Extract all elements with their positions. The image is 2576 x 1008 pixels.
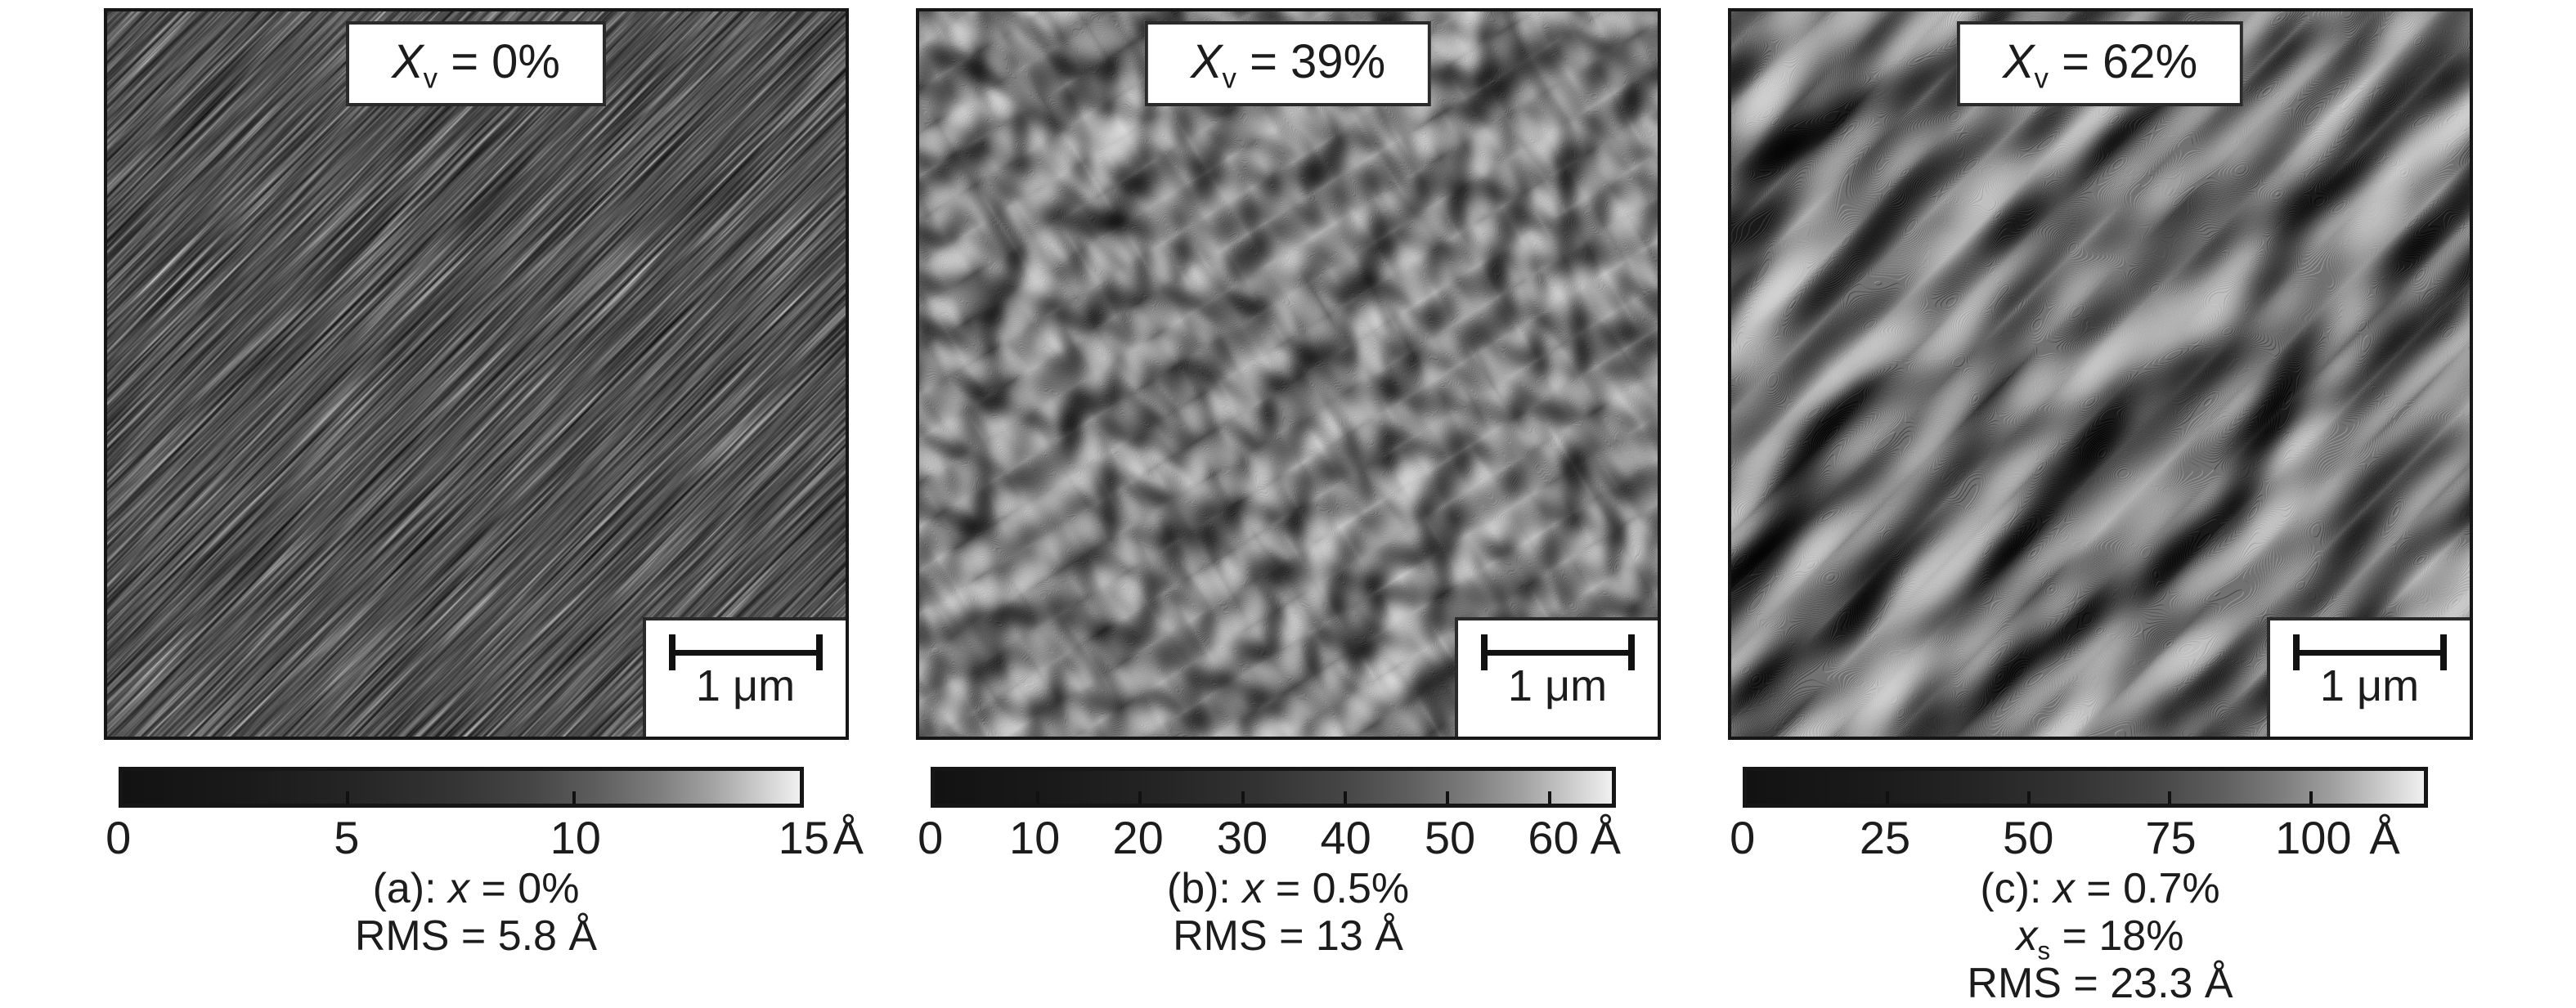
colorbar-tick-mark [1138,791,1142,804]
text-segment: x [2053,865,2075,912]
scale-bar-box: 1 μm [2266,617,2470,737]
colorbar-tick-label: 0 [105,812,132,863]
colorbar-tick-mark [1035,791,1039,804]
text-segment: x [2016,912,2038,961]
text-segment: (b): [1166,865,1243,912]
scale-bar-line [669,649,822,656]
text-segment: X [391,35,424,88]
colorbar-tick-mark [572,791,577,804]
colorbar-tick-labels: 0 25 50 75 100 Å [1730,808,2428,863]
colorbar-gradient [1742,767,2428,808]
text-segment: X [1190,35,1223,88]
text-segment: = 39% [1236,35,1386,88]
text-segment: (a): [372,865,449,912]
colorbar-tick-mark [1241,791,1245,804]
caption-line: RMS = 13 Å [916,912,1661,960]
afm-image-b [918,11,1658,737]
afm-micrograph-b: Xv = 39% 1 μm [915,8,1661,740]
panel-a: Xv = 0% 1 μm 0 5 10 15 Å (a): x = 0% RMS = 5.… [103,8,864,1008]
composition-label: Xv = 62% [1956,21,2244,106]
composition-label: Xv = 0% [345,21,607,106]
caption-line: (c): x = 0.7% [1728,865,2473,912]
text-segment: v [423,62,438,95]
colorbar-tick-mark [2309,791,2313,804]
colorbar-tick-mark [1885,791,1889,804]
text-segment: = 18% [2050,912,2184,961]
colorbar-tick-label: 20 [1112,812,1164,863]
text-segment: RMS = 13 Å [1173,912,1403,961]
text-segment: RMS = 5.8 Å [354,912,598,961]
colorbar-tick-mark [1548,791,1552,804]
colorbar-tick-mark [2168,791,2172,804]
scale-bar-label: 1 μm [1507,661,1608,710]
panel-b: Xv = 39% 1 μm 0 10 20 30 40 50 60 Å (b): x = 0.… [915,8,1661,1008]
scale-bar-box: 1 μm [642,617,846,737]
colorbar: 0 5 10 15 Å [105,767,864,863]
afm-micrograph-c: Xv = 62% 1 μm [1727,8,2473,740]
colorbar: 0 10 20 30 40 50 60 Å [918,767,1621,863]
colorbar-tick-mark [1446,791,1450,804]
colorbar-tick-mark [1343,791,1347,804]
colorbar-tick-label: 15 [778,812,829,863]
colorbar-tick-label: 40 [1320,812,1371,863]
text-segment: x [1242,865,1264,912]
colorbar-tick-label: 100 [2275,812,2352,863]
colorbar-gradient [118,767,804,808]
caption-line: RMS = 5.8 Å [104,912,849,960]
scale-bar-line [1481,649,1634,656]
caption-line: (b): x = 0.5% [916,865,1661,912]
text-segment: s [2037,936,2051,965]
colorbar: 0 25 50 75 100 Å [1730,767,2428,863]
text-segment: = 0% [438,35,561,88]
text-segment: (c): [1980,865,2053,912]
scale-bar-box: 1 μm [1454,617,1658,737]
colorbar-tick-label: Å [1590,812,1621,863]
text-segment: x [448,865,470,912]
colorbar-tick-labels: 0 5 10 15 Å [105,808,864,863]
colorbar-tick-label: Å [832,812,864,863]
text-segment: v [2034,62,2049,95]
text-segment: = 0.5% [1263,865,1410,912]
text-segment: = 62% [2048,35,2198,88]
colorbar-tick-label: 30 [1216,812,1268,863]
colorbar-tick-mark [2027,791,2031,804]
scale-bar-line [2293,649,2446,656]
colorbar-tick-label: 50 [1424,812,1476,863]
scale-bar-label: 1 μm [2319,661,2420,710]
colorbar-tick-label: 0 [1730,812,1756,863]
colorbar-tick-label: 0 [918,812,944,863]
colorbar-gradient [930,767,1616,808]
caption: (a): x = 0% RMS = 5.8 Å [104,865,849,960]
colorbar-tick-label: 75 [2145,812,2197,863]
afm-image-a [106,11,846,737]
panel-c: Xv = 62% 1 μm 0 25 50 75 100 Å (c): x = 0.7% x… [1727,8,2473,1008]
text-segment: = 0% [469,865,580,912]
text-segment: v [1222,62,1236,95]
composition-label: Xv = 39% [1144,21,1432,106]
caption-line: xs = 18% [1728,912,2473,963]
caption-line: RMS = 23.3 Å [1728,960,2473,1007]
colorbar-tick-label: 5 [334,812,360,863]
text-segment: = 0.7% [2074,865,2220,912]
colorbar-tick-label: 60 [1528,812,1579,863]
caption: (b): x = 0.5% RMS = 13 Å [916,865,1661,960]
colorbar-tick-label: 50 [2003,812,2054,863]
colorbar-tick-label: Å [2369,812,2400,863]
colorbar-tick-label: 10 [550,812,601,863]
afm-image-c [1730,11,2470,737]
colorbar-tick-label: 25 [1859,812,1911,863]
text-segment: X [2002,35,2035,88]
scale-bar-label: 1 μm [695,661,796,710]
caption: (c): x = 0.7% xs = 18% RMS = 23.3 Å [1728,865,2473,1008]
caption-line: (a): x = 0% [104,865,849,912]
colorbar-tick-label: 10 [1008,812,1061,863]
text-segment: RMS = 23.3 Å [1967,960,2233,1008]
colorbar-tick-labels: 0 10 20 30 40 50 60 Å [918,808,1621,863]
afm-micrograph-a: Xv = 0% 1 μm [103,8,849,740]
colorbar-tick-mark [346,791,350,804]
